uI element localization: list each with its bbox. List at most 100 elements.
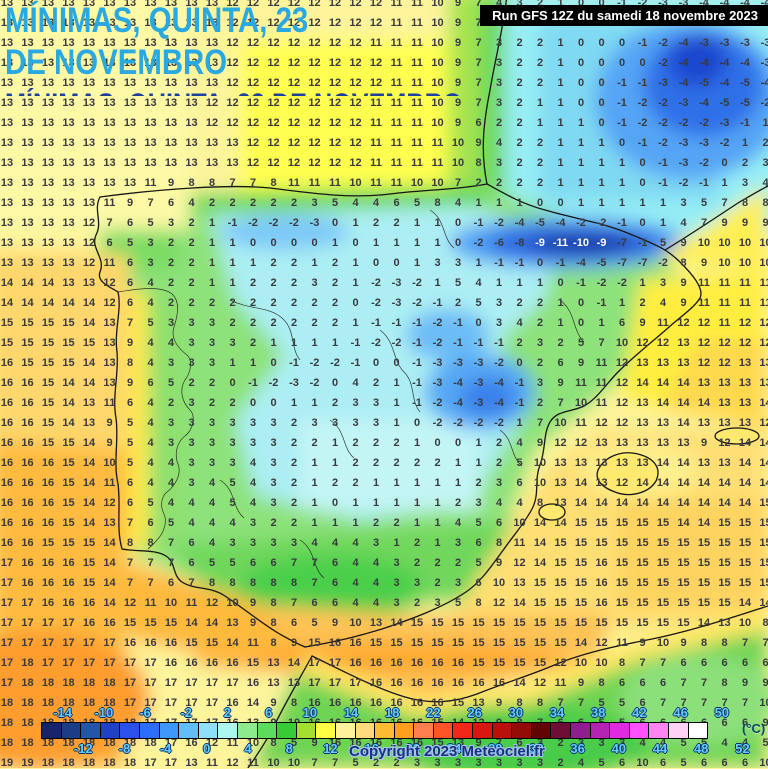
temperature-value: 0 — [516, 357, 523, 369]
temperature-value: 7 — [721, 197, 728, 209]
temperature-value: 12 — [533, 677, 547, 689]
page-title: MÍNIMAS, QUINTA, 23 DE NOVEMBRO — [5, 0, 308, 84]
temperature-value: 12 — [246, 17, 260, 29]
temperature-value: 11 — [247, 757, 259, 769]
temperature-value: 10 — [615, 337, 629, 349]
temperature-value: 1 — [311, 257, 318, 269]
temperature-value: 0 — [577, 97, 585, 109]
temperature-value: -1 — [412, 357, 422, 369]
temperature-value: -2 — [494, 357, 504, 369]
temperature-value: 14 — [636, 377, 649, 389]
temperature-value: 11 — [411, 157, 423, 169]
temperature-value: 14 — [574, 477, 588, 489]
temperature-value: 2 — [495, 457, 503, 469]
temperature-value: 7 — [331, 757, 339, 769]
temperature-value: 12 — [287, 157, 301, 169]
temperature-value: 3 — [434, 257, 441, 269]
temperature-value: 2 — [188, 237, 195, 249]
temperature-value: 13 — [21, 37, 34, 49]
temperature-value: 1 — [331, 517, 339, 529]
temperature-value: 13 — [636, 357, 649, 369]
temperature-value: 1 — [618, 197, 626, 209]
temperature-value: 6 — [721, 657, 728, 669]
temperature-value: 11 — [431, 157, 444, 169]
temperature-value: 15 — [656, 537, 670, 549]
temperature-value: 2 — [536, 297, 544, 309]
temperature-value: 13 — [615, 457, 629, 469]
temperature-value: 11 — [411, 57, 423, 69]
temperature-value: 1 — [577, 157, 585, 169]
temperature-value: 3 — [249, 417, 257, 429]
temperature-value: 15 — [759, 517, 768, 529]
temperature-value: 12 — [697, 357, 711, 369]
temperature-value: 15 — [677, 597, 690, 609]
temperature-value: 14 — [513, 597, 526, 609]
temperature-value: 6 — [741, 657, 749, 669]
temperature-value: 1 — [598, 317, 605, 329]
temperature-value: 13 — [41, 157, 55, 169]
temperature-value: 13 — [21, 197, 34, 209]
temperature-value: 3 — [495, 97, 503, 109]
temperature-value: -1 — [617, 117, 627, 129]
temperature-value: 1 — [208, 217, 216, 229]
temperature-value: 1 — [557, 0, 563, 9]
temperature-value: 3 — [167, 437, 175, 449]
temperature-value: 6 — [147, 377, 154, 389]
temperature-value: 1 — [208, 257, 216, 269]
temperature-value: 15 — [41, 437, 55, 449]
temperature-value: 1 — [208, 237, 216, 249]
temperature-value: 1 — [536, 277, 544, 289]
temperature-value: 17 — [0, 577, 14, 589]
temperature-value: 13 — [677, 337, 690, 349]
temperature-value: 13 — [0, 117, 14, 129]
temperature-value: 0 — [577, 37, 585, 49]
temperature-value: 11 — [370, 97, 382, 109]
temperature-value: 12 — [226, 57, 239, 69]
temperature-value: 15 — [185, 637, 198, 649]
temperature-value: 2 — [208, 297, 216, 309]
temperature-value: 17 — [0, 637, 14, 649]
temperature-value: 14 — [451, 717, 465, 729]
temperature-value: -4 — [699, 0, 709, 9]
temperature-value: 16 — [103, 617, 116, 629]
temperature-value: -2 — [658, 117, 668, 129]
temperature-value: 1 — [557, 137, 564, 149]
temperature-value: 16 — [21, 397, 34, 409]
temperature-value: 12 — [718, 357, 731, 369]
temperature-value: 13 — [82, 157, 96, 169]
temperature-value: 15 — [513, 617, 526, 629]
temperature-value: 3 — [741, 177, 749, 189]
temperature-value: 1 — [618, 157, 626, 169]
temperature-value: 12 — [349, 37, 362, 49]
temperature-value: 11 — [103, 257, 116, 269]
temperature-value: 10 — [431, 57, 444, 69]
temperature-value: 16 — [0, 477, 14, 489]
temperature-value: -2 — [637, 97, 648, 109]
temperature-value: 13 — [82, 397, 96, 409]
temperature-value: -3 — [658, 0, 668, 9]
temperature-value: 14 — [738, 497, 752, 509]
temperature-value: 10 — [759, 237, 768, 249]
temperature-value: 7 — [311, 557, 318, 569]
temperature-value: 11 — [595, 357, 608, 369]
temperature-value: 5 — [598, 757, 605, 769]
temperature-value: 12 — [103, 497, 116, 509]
temperature-value: 3 — [229, 337, 236, 349]
temperature-value: 1 — [290, 337, 298, 349]
temperature-value: 17 — [0, 657, 14, 669]
temperature-value: 11 — [370, 117, 382, 129]
clipped-text-strip: MÍNIMAS, QUINTA, 23 DE NOVEMBRO — [5, 88, 462, 96]
temperature-value: 6 — [700, 757, 708, 769]
temperature-value: 13 — [123, 17, 137, 29]
temperature-value: 12 — [267, 157, 280, 169]
temperature-value: 1 — [577, 197, 585, 209]
temperature-value: 13 — [21, 117, 34, 129]
temperature-value: 14 — [759, 437, 768, 449]
temperature-value: 9 — [454, 117, 462, 129]
temperature-value: 10 — [164, 597, 178, 609]
temperature-value: 16 — [21, 497, 34, 509]
temperature-value: 13 — [103, 337, 116, 349]
temperature-value: 2 — [270, 277, 277, 289]
temperature-value: -1 — [637, 137, 648, 149]
temperature-value: 2 — [311, 297, 318, 309]
